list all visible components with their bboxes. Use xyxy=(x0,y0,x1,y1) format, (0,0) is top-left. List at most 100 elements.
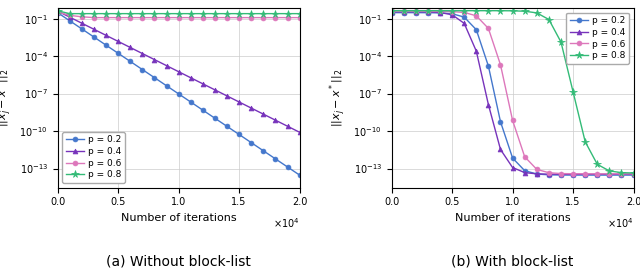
p = 0.8 xyxy=(618,171,625,174)
p = 0.8 xyxy=(90,12,98,15)
p = 0.6 xyxy=(187,16,195,19)
p = 0.6 xyxy=(163,16,170,19)
p = 0.8 xyxy=(199,12,207,15)
p = 0.4 xyxy=(545,173,553,176)
p = 0.4 xyxy=(448,13,456,16)
p = 0.2 xyxy=(569,173,577,177)
p = 0.2 xyxy=(388,11,396,14)
p = 0.6 xyxy=(66,14,74,17)
p = 0.4 xyxy=(259,113,267,116)
p = 0.8 xyxy=(115,12,122,15)
p = 0.2 xyxy=(400,11,408,14)
p = 0.4 xyxy=(424,10,432,14)
p = 0.8 xyxy=(187,12,195,15)
p = 0.6 xyxy=(472,14,480,17)
p = 0.8 xyxy=(163,12,170,15)
p = 0.6 xyxy=(138,16,146,19)
p = 0.2 xyxy=(593,173,601,177)
Line: p = 0.6: p = 0.6 xyxy=(389,9,636,176)
p = 0.8 xyxy=(630,172,637,175)
p = 0.6 xyxy=(448,10,456,13)
p = 0.6 xyxy=(581,172,589,176)
Text: $\times 10^4$: $\times 10^4$ xyxy=(273,216,300,230)
p = 0.8 xyxy=(236,12,243,15)
p = 0.6 xyxy=(618,172,625,176)
Line: p = 0.4: p = 0.4 xyxy=(55,9,302,135)
p = 0.8 xyxy=(296,12,303,15)
p = 0.2 xyxy=(533,172,541,176)
p = 0.4 xyxy=(236,100,243,104)
p = 0.2 xyxy=(630,173,637,177)
p = 0.2 xyxy=(412,11,420,14)
p = 0.2 xyxy=(199,109,207,112)
p = 0.4 xyxy=(630,173,637,176)
Legend: p = 0.2, p = 0.4, p = 0.6, p = 0.8: p = 0.2, p = 0.4, p = 0.6, p = 0.8 xyxy=(62,132,125,183)
p = 0.8 xyxy=(605,169,613,173)
p = 0.2 xyxy=(175,92,182,95)
p = 0.6 xyxy=(424,10,432,13)
p = 0.6 xyxy=(248,16,255,19)
p = 0.6 xyxy=(497,63,504,66)
p = 0.8 xyxy=(150,12,158,15)
p = 0.2 xyxy=(557,173,565,177)
p = 0.2 xyxy=(296,173,303,177)
p = 0.4 xyxy=(557,173,565,176)
p = 0.4 xyxy=(54,9,61,13)
p = 0.2 xyxy=(484,64,492,68)
Line: p = 0.2: p = 0.2 xyxy=(389,10,636,177)
Y-axis label: $||x_j - x^*||_2$: $||x_j - x^*||_2$ xyxy=(0,69,14,127)
p = 0.8 xyxy=(484,9,492,12)
p = 0.4 xyxy=(90,28,98,31)
p = 0.6 xyxy=(545,171,553,174)
p = 0.4 xyxy=(271,118,279,122)
p = 0.6 xyxy=(236,16,243,19)
p = 0.4 xyxy=(150,58,158,61)
p = 0.8 xyxy=(175,12,182,15)
p = 0.2 xyxy=(271,157,279,161)
p = 0.2 xyxy=(54,11,61,14)
p = 0.6 xyxy=(412,10,420,13)
p = 0.4 xyxy=(284,125,291,128)
p = 0.8 xyxy=(400,9,408,12)
p = 0.4 xyxy=(497,148,504,151)
p = 0.6 xyxy=(460,11,468,14)
p = 0.2 xyxy=(102,43,110,47)
p = 0.4 xyxy=(175,70,182,73)
p = 0.4 xyxy=(436,11,444,14)
p = 0.8 xyxy=(472,9,480,12)
p = 0.4 xyxy=(618,173,625,176)
p = 0.2 xyxy=(223,125,231,128)
p = 0.2 xyxy=(618,173,625,177)
p = 0.2 xyxy=(521,169,529,172)
p = 0.4 xyxy=(484,103,492,106)
p = 0.2 xyxy=(90,35,98,39)
p = 0.8 xyxy=(211,12,219,15)
p = 0.4 xyxy=(296,131,303,134)
p = 0.8 xyxy=(545,18,553,21)
p = 0.2 xyxy=(126,60,134,63)
p = 0.6 xyxy=(569,172,577,175)
p = 0.6 xyxy=(90,16,98,19)
Title: (a) Without block-list: (a) Without block-list xyxy=(106,255,251,268)
p = 0.4 xyxy=(460,22,468,25)
p = 0.6 xyxy=(521,155,529,158)
p = 0.4 xyxy=(126,46,134,49)
p = 0.6 xyxy=(557,172,565,175)
p = 0.4 xyxy=(66,16,74,19)
p = 0.8 xyxy=(259,12,267,15)
p = 0.6 xyxy=(436,10,444,13)
p = 0.6 xyxy=(388,10,396,13)
p = 0.6 xyxy=(115,16,122,19)
p = 0.4 xyxy=(138,52,146,55)
p = 0.4 xyxy=(163,64,170,67)
p = 0.6 xyxy=(150,16,158,19)
p = 0.8 xyxy=(66,12,74,15)
p = 0.6 xyxy=(630,172,637,176)
p = 0.8 xyxy=(248,12,255,15)
p = 0.6 xyxy=(223,16,231,19)
p = 0.6 xyxy=(271,16,279,19)
Legend: p = 0.2, p = 0.4, p = 0.6, p = 0.8: p = 0.2, p = 0.4, p = 0.6, p = 0.8 xyxy=(566,13,629,64)
p = 0.2 xyxy=(187,100,195,104)
p = 0.6 xyxy=(509,119,516,122)
p = 0.8 xyxy=(448,9,456,12)
